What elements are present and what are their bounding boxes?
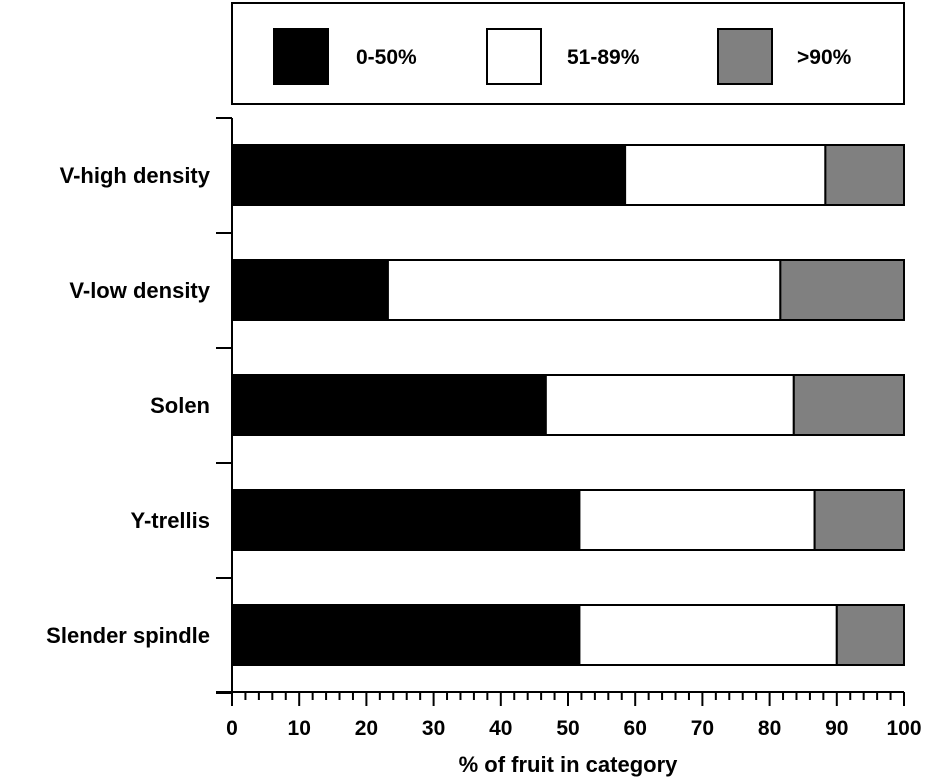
bar-v-low-density-series-3 <box>779 259 905 321</box>
bar-solen-series-1 <box>231 374 547 436</box>
category-label-slender-spindle: Slender spindle <box>46 623 210 648</box>
bar-y-trellis-series-1 <box>231 489 581 551</box>
legend-label-3: >90% <box>797 46 852 69</box>
legend-swatch-1 <box>273 28 329 85</box>
legend-box <box>231 2 905 105</box>
bar-y-trellis-series-2 <box>578 489 816 551</box>
x-tick-label-40: 40 <box>489 717 512 740</box>
axes: V-high density V-low density Solen Y-trelli… <box>46 117 922 740</box>
category-label-v-high-density: V-high density <box>60 163 211 188</box>
bar-solen-series-2 <box>544 374 795 436</box>
x-tick-label-80: 80 <box>758 717 781 740</box>
bar-slender-spindle-series-2 <box>578 604 838 666</box>
x-axis-title: % of fruit in category <box>459 752 679 777</box>
x-tick-label-20: 20 <box>355 717 378 740</box>
category-label-solen: Solen <box>150 393 210 418</box>
bars <box>231 144 906 666</box>
x-tick-label-30: 30 <box>422 717 445 740</box>
legend-swatch-3 <box>717 28 773 85</box>
bar-y-trellis-series-3 <box>813 489 906 551</box>
x-tick-label-100: 100 <box>886 717 921 740</box>
bar-v-high-density-series-3 <box>824 144 905 206</box>
legend: 0-50% 51-89% >90% <box>231 2 905 105</box>
x-tick-label-50: 50 <box>556 717 579 740</box>
category-label-y-trellis: Y-trellis <box>131 508 210 533</box>
bar-slender-spindle-series-3 <box>835 604 905 666</box>
legend-swatch-2 <box>486 28 542 85</box>
x-tick-label-60: 60 <box>624 717 647 740</box>
x-tick-label-10: 10 <box>288 717 311 740</box>
bar-solen-series-3 <box>792 374 905 436</box>
x-tick-label-90: 90 <box>825 717 848 740</box>
x-tick-label-0: 0 <box>226 717 238 740</box>
legend-label-1: 0-50% <box>356 46 417 69</box>
bar-v-low-density-series-2 <box>386 259 782 321</box>
category-label-v-low-density: V-low density <box>69 278 210 303</box>
bar-v-high-density-series-2 <box>624 144 827 206</box>
bar-v-high-density-series-1 <box>231 144 627 206</box>
legend-label-2: 51-89% <box>567 46 640 69</box>
bar-slender-spindle-series-1 <box>231 604 581 666</box>
x-tick-label-70: 70 <box>691 717 714 740</box>
bar-v-low-density-series-1 <box>231 259 389 321</box>
